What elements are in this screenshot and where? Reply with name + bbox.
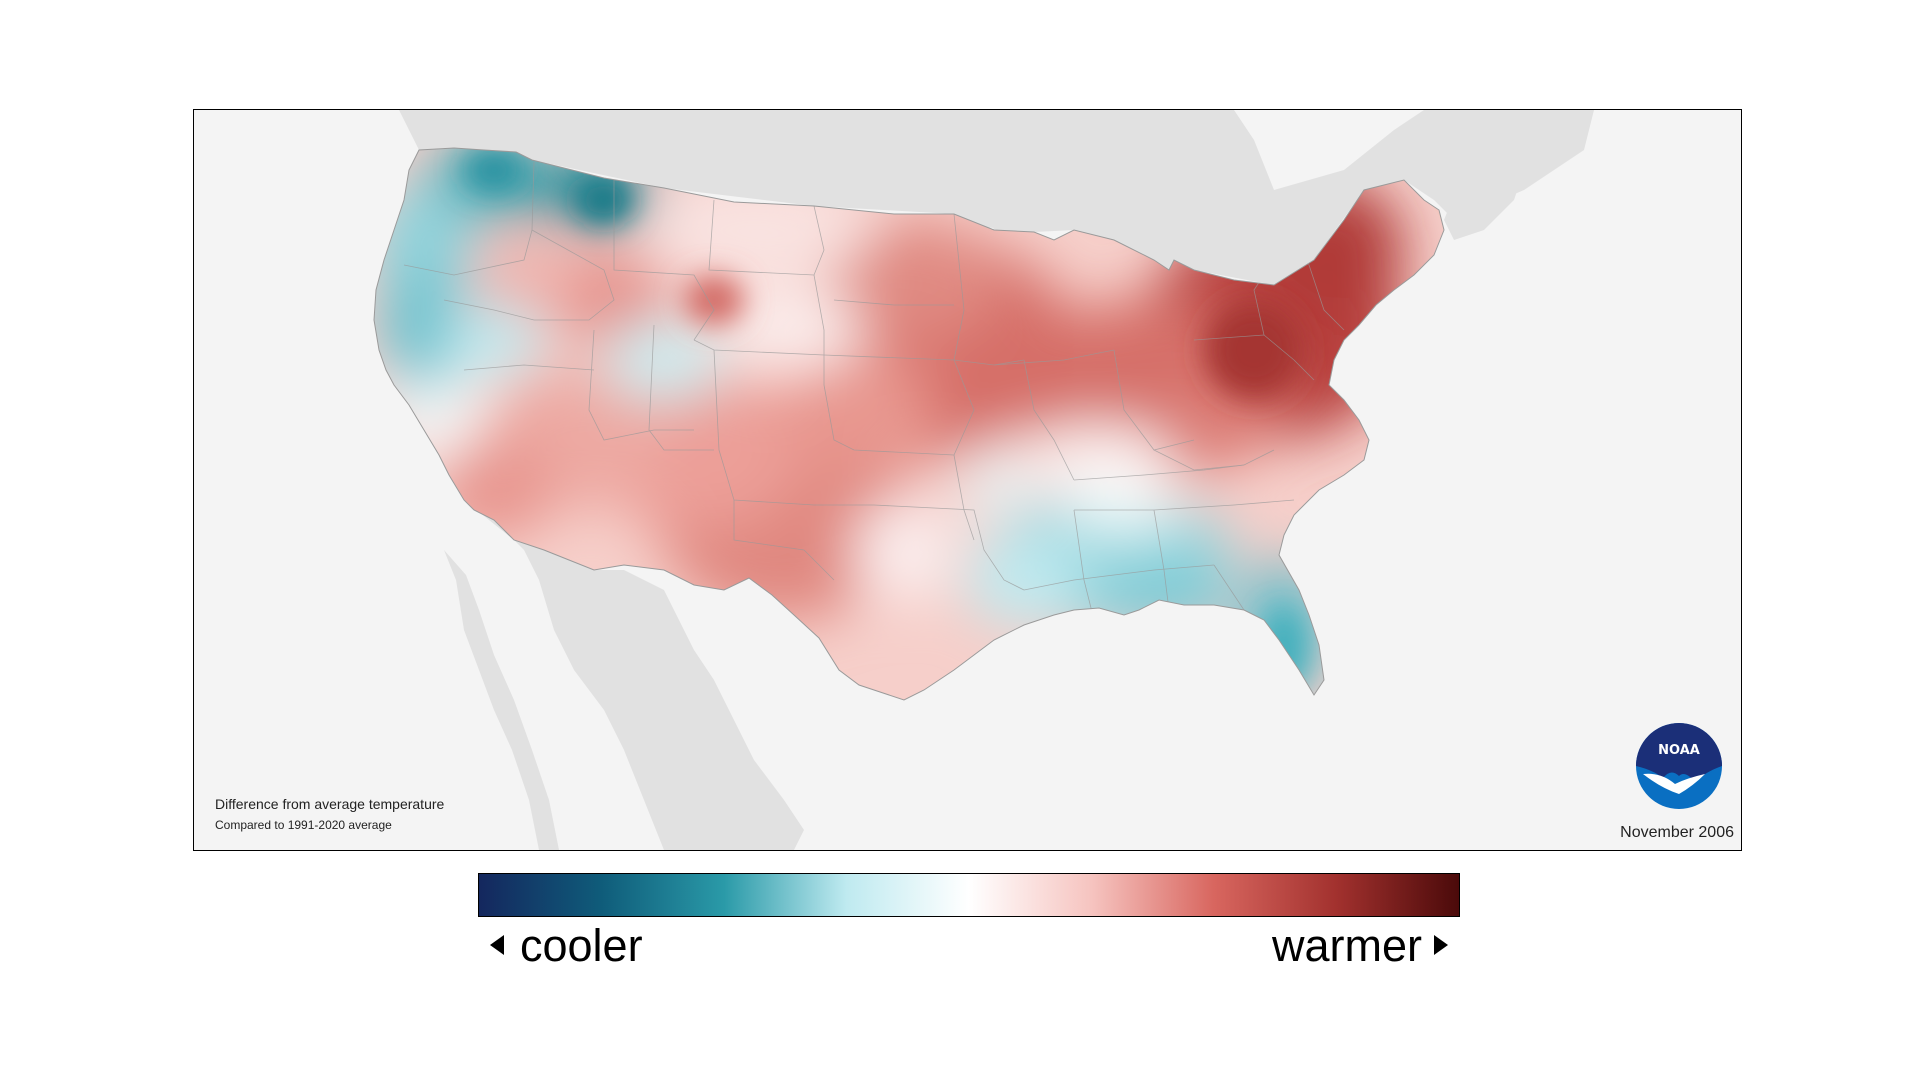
- temperature-anomaly-map: NOAA Difference from average temperature…: [193, 109, 1742, 851]
- map-caption-subtitle: Compared to 1991-2020 average: [215, 818, 392, 832]
- map-caption-title: Difference from average temperature: [215, 796, 445, 812]
- legend-warmer-label: warmer: [1271, 920, 1422, 971]
- legend-cooler-label: cooler: [520, 920, 643, 971]
- us-map-graphic: [373, 110, 1594, 850]
- color-scale-bar: [478, 873, 1460, 917]
- neighbor-land: [399, 110, 1594, 850]
- state-boundaries: [403, 161, 1345, 621]
- noaa-logo-text: NOAA: [1658, 743, 1700, 758]
- right-arrow-icon: [1434, 935, 1448, 955]
- map-date: November 2006: [1620, 824, 1734, 841]
- left-arrow-icon: [490, 935, 504, 955]
- noaa-logo: NOAA: [1636, 723, 1722, 809]
